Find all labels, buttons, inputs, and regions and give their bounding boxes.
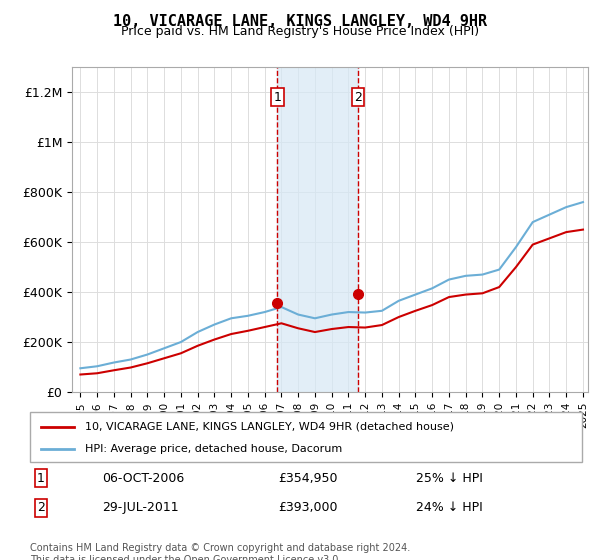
Text: 2: 2	[354, 91, 362, 104]
Text: Contains HM Land Registry data © Crown copyright and database right 2024.
This d: Contains HM Land Registry data © Crown c…	[30, 543, 410, 560]
Text: £393,000: £393,000	[278, 501, 338, 515]
Text: 06-OCT-2006: 06-OCT-2006	[102, 472, 184, 485]
Text: Price paid vs. HM Land Registry's House Price Index (HPI): Price paid vs. HM Land Registry's House …	[121, 25, 479, 38]
FancyBboxPatch shape	[30, 412, 582, 462]
Text: 29-JUL-2011: 29-JUL-2011	[102, 501, 178, 515]
Text: 2: 2	[37, 501, 45, 515]
Text: 24% ↓ HPI: 24% ↓ HPI	[416, 501, 483, 515]
Text: £354,950: £354,950	[278, 472, 338, 485]
Text: 1: 1	[37, 472, 45, 485]
Text: 10, VICARAGE LANE, KINGS LANGLEY, WD4 9HR: 10, VICARAGE LANE, KINGS LANGLEY, WD4 9H…	[113, 14, 487, 29]
Text: 10, VICARAGE LANE, KINGS LANGLEY, WD4 9HR (detached house): 10, VICARAGE LANE, KINGS LANGLEY, WD4 9H…	[85, 422, 454, 432]
Text: 25% ↓ HPI: 25% ↓ HPI	[416, 472, 483, 485]
Text: HPI: Average price, detached house, Dacorum: HPI: Average price, detached house, Daco…	[85, 445, 343, 454]
Bar	[277, 67, 358, 392]
Text: 1: 1	[273, 91, 281, 104]
